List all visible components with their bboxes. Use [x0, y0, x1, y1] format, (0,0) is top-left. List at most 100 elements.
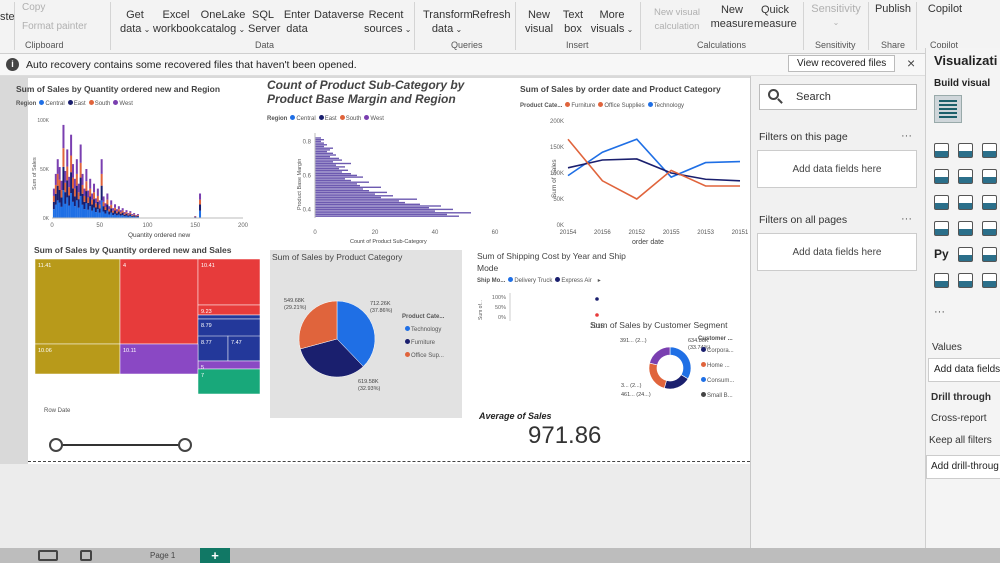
- count-subcategory-chart[interactable]: Count of Product Sub-Category by Product…: [265, 78, 500, 248]
- text-box-button[interactable]: Text box: [562, 9, 584, 35]
- add-page-button[interactable]: +: [200, 548, 230, 563]
- filter-search-input[interactable]: Search: [759, 84, 917, 110]
- chart-title: Sum of Sales by order date and Product C…: [520, 84, 721, 94]
- paste-button[interactable]: ste: [0, 11, 15, 23]
- y-tick-label: 0K: [557, 223, 564, 229]
- recent-sources-button[interactable]: Recent sources ⌄: [364, 9, 412, 35]
- build-visual-icon[interactable]: [934, 95, 962, 123]
- average-sales-card[interactable]: Average of Sales 971.86: [474, 408, 614, 458]
- chart-legend: Region Central East South West: [267, 115, 384, 122]
- area-chart-icon[interactable]: [958, 169, 973, 184]
- transform-data-button[interactable]: Transform data ⌄: [423, 9, 473, 35]
- horizontal-bar: [315, 166, 345, 168]
- sql-server-button[interactable]: SQL Server: [248, 9, 281, 35]
- close-icon[interactable]: ×: [907, 55, 916, 71]
- get-data-button[interactable]: Get data ⌄: [120, 9, 151, 35]
- waterfall-icon[interactable]: [934, 195, 949, 210]
- slider-start-handle[interactable]: [49, 438, 63, 452]
- histogram-bar: [127, 213, 130, 215]
- filters-pane: Search Filters on this page ··· Add data…: [750, 76, 925, 548]
- view-recovered-files-button[interactable]: View recovered files: [788, 55, 896, 72]
- page-nav-icon[interactable]: [80, 550, 92, 561]
- treemap-cell: [197, 360, 261, 370]
- new-measure-button[interactable]: New measure: [710, 4, 754, 30]
- sales-treemap-chart[interactable]: Sum of Sales by Quantity ordered new and…: [28, 243, 263, 398]
- publish-button[interactable]: Publish: [874, 3, 912, 15]
- values-drop-zone[interactable]: Add data fields: [928, 358, 1000, 382]
- copy-button[interactable]: Copy: [22, 2, 46, 13]
- slider-track[interactable]: [56, 444, 186, 446]
- histogram-bar: [93, 183, 96, 193]
- sensitivity-button[interactable]: Sensitivity ⌄: [808, 2, 864, 30]
- clustered-column-icon[interactable]: [958, 143, 973, 158]
- build-visual-tab[interactable]: Build visual: [934, 78, 991, 89]
- table-visual-icon[interactable]: [934, 221, 949, 236]
- dataverse-button[interactable]: Dataverse: [314, 9, 365, 21]
- histogram-bar: [100, 185, 103, 201]
- treemap-cell-label: 7.47: [231, 340, 242, 346]
- map-icon[interactable]: [982, 195, 997, 210]
- slider-end-handle[interactable]: [178, 438, 192, 452]
- histogram-bar: [129, 215, 132, 218]
- histogram-bar: [70, 172, 73, 194]
- page-nav-icon[interactable]: [38, 550, 58, 561]
- image-visual-icon[interactable]: [958, 273, 973, 288]
- histogram-bar: [127, 216, 130, 218]
- histogram-bar: [62, 148, 65, 167]
- sales-by-category-pie[interactable]: Sum of Sales by Product Category 712.26K…: [270, 250, 462, 418]
- paginated-report-icon[interactable]: [934, 273, 949, 288]
- more-options-icon[interactable]: ···: [901, 130, 912, 142]
- histogram-bar: [60, 190, 63, 198]
- slice-percent-label: (29.21%): [284, 305, 306, 311]
- more-options-icon[interactable]: ···: [901, 213, 912, 225]
- kpi-icon[interactable]: [958, 247, 973, 262]
- copilot-button[interactable]: Copilot: [927, 3, 963, 15]
- all-pages-filter-drop-zone[interactable]: Add data fields here: [757, 233, 917, 271]
- stacked-column-icon[interactable]: [982, 143, 997, 158]
- card-icon[interactable]: [958, 221, 973, 236]
- cross-report-label[interactable]: Cross-report: [931, 413, 987, 424]
- new-visual-button[interactable]: New visual: [524, 9, 554, 35]
- more-visuals-icon[interactable]: ···: [934, 306, 945, 318]
- new-visual-calculation-button[interactable]: New visual calculation: [654, 7, 700, 32]
- excel-workbook-button[interactable]: Excel workbook: [153, 9, 201, 35]
- horizontal-bar: [315, 184, 360, 187]
- treemap-cell: [119, 343, 199, 375]
- matrix-icon[interactable]: [982, 247, 997, 262]
- histogram-bar: [94, 212, 97, 218]
- sales-by-quantity-region-chart[interactable]: Sum of Sales by Quantity ordered new and…: [16, 78, 263, 243]
- histogram-bar: [68, 205, 71, 218]
- histogram-bar: [110, 204, 113, 209]
- sales-by-date-category-chart[interactable]: Sum of Sales by order date and Product C…: [520, 78, 748, 250]
- enter-data-button[interactable]: Enter data: [283, 9, 311, 35]
- keep-all-filters-label[interactable]: Keep all filters: [929, 435, 992, 446]
- ribbon-chart-icon[interactable]: [982, 169, 997, 184]
- shipping-cost-chart[interactable]: Sum of Shipping Cost by Year and Ship Mo…: [474, 250, 634, 330]
- line-chart-icon[interactable]: [934, 169, 949, 184]
- refresh-button[interactable]: Refresh: [472, 9, 511, 21]
- python-visual-icon[interactable]: Py: [934, 247, 949, 261]
- date-slicer[interactable]: Row Date: [38, 403, 198, 458]
- y-tick-label: 0.6: [303, 174, 312, 180]
- format-painter-button[interactable]: Format painter: [22, 21, 88, 32]
- histogram-bar: [117, 206, 120, 210]
- horizontal-bar: [315, 190, 369, 192]
- key-influencers-icon[interactable]: [982, 273, 997, 288]
- slicer-icon[interactable]: [982, 221, 997, 236]
- histogram-bar: [119, 213, 122, 216]
- stacked-bar-icon[interactable]: [934, 143, 949, 158]
- histogram-bar: [68, 176, 71, 188]
- page-tab[interactable]: Page 1: [150, 551, 176, 560]
- y-axis-label: Sum of Sales: [551, 159, 558, 198]
- more-visuals-button[interactable]: More visuals ⌄: [590, 9, 634, 35]
- page-filter-drop-zone[interactable]: Add data fields here: [757, 150, 917, 188]
- onelake-catalog-button[interactable]: OneLake catalog ⌄: [200, 9, 246, 35]
- sales-by-segment-donut[interactable]: Sum of Sales by Customer Segment 634.86K…: [588, 318, 750, 408]
- histogram-bar: [104, 206, 107, 210]
- drill-through-drop-zone[interactable]: Add drill-throug: [926, 455, 1000, 479]
- histogram-bar: [72, 164, 75, 178]
- quick-measure-button[interactable]: Quick measure: [754, 4, 797, 30]
- histogram-bar: [64, 203, 67, 218]
- pie-chart-icon[interactable]: [958, 195, 973, 210]
- histogram-bar: [119, 215, 122, 218]
